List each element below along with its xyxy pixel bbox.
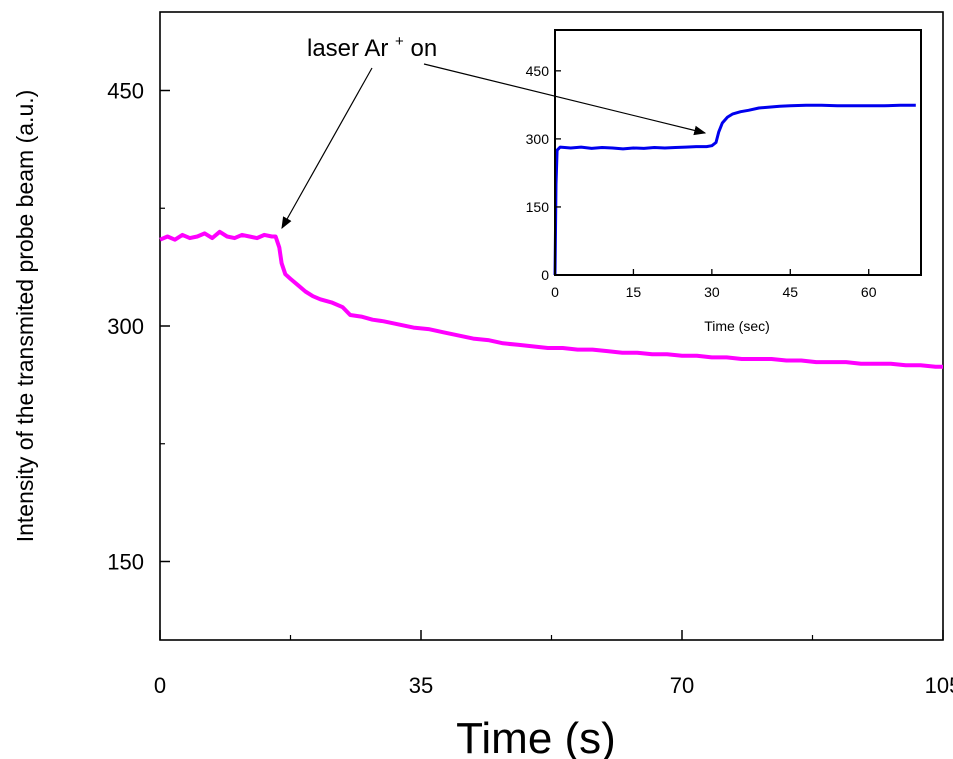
x-axis-title: Time (s) bbox=[456, 714, 616, 759]
y-tick-label: 300 bbox=[107, 314, 144, 339]
annotation-tail-text: on bbox=[410, 35, 437, 62]
inset-x-ticks: 0 15 30 45 60 bbox=[551, 269, 877, 300]
inset-x-tick-label: 45 bbox=[782, 284, 798, 300]
annotation-superscript: + bbox=[395, 33, 404, 50]
annotation-arrow-inset bbox=[423, 63, 707, 136]
annotation-arrow-main bbox=[281, 67, 373, 230]
main-x-ticks: 0 35 70 105 bbox=[154, 630, 953, 698]
main-y-ticks: 150 300 450 bbox=[107, 79, 170, 575]
x-tick-label: 70 bbox=[670, 673, 694, 698]
x-tick-label: 35 bbox=[409, 673, 433, 698]
main-series-line bbox=[159, 229, 943, 369]
y-tick-label: 150 bbox=[107, 550, 144, 575]
inset-y-tick-label: 150 bbox=[526, 199, 550, 215]
main-series-group bbox=[159, 229, 943, 369]
inset-y-tick-label: 0 bbox=[541, 267, 549, 283]
inset-plot-frame bbox=[554, 29, 922, 276]
inset-y-ticks: 0 150 300 450 bbox=[526, 63, 561, 283]
annotation-label: laser Ar + on bbox=[307, 25, 437, 62]
inset-x-tick-label: 0 bbox=[551, 284, 559, 300]
inset-x-axis-title: Time (sec) bbox=[704, 318, 770, 334]
inset-x-tick-label: 15 bbox=[626, 284, 642, 300]
inset-series-line bbox=[553, 103, 916, 276]
inset-y-tick-label: 300 bbox=[526, 131, 550, 147]
y-tick-label: 450 bbox=[107, 79, 144, 104]
inset-series-group bbox=[553, 103, 916, 276]
x-tick-label: 105 bbox=[925, 673, 953, 698]
inset-background bbox=[555, 30, 921, 275]
inset-y-tick-label: 450 bbox=[526, 63, 550, 79]
inset-x-tick-label: 30 bbox=[704, 284, 720, 300]
y-axis-title: Intensity of the transmited probe beam (… bbox=[12, 90, 38, 543]
annotation-main-text: laser Ar bbox=[307, 35, 388, 62]
inset-x-tick-label: 60 bbox=[861, 284, 877, 300]
inset-plot: 0 150 300 450 0 15 30 45 60 bbox=[526, 29, 922, 300]
x-tick-label: 0 bbox=[154, 673, 166, 698]
